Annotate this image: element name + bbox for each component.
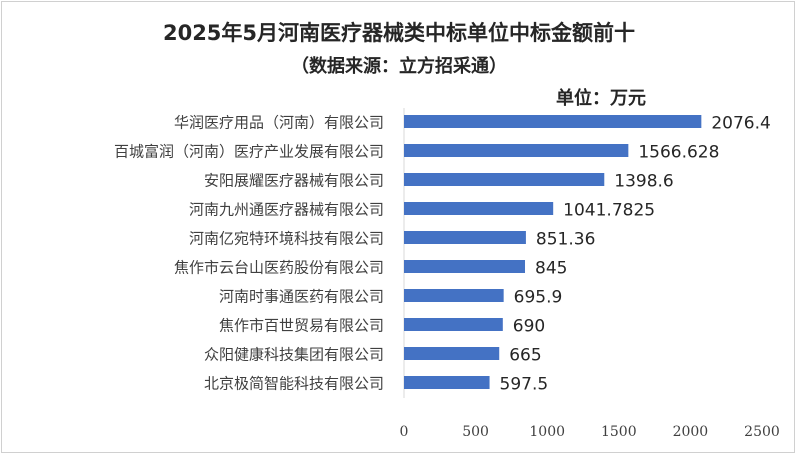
data-label: 851.36	[536, 230, 595, 250]
data-label: 2076.4	[711, 114, 770, 134]
category-label: 众阳健康科技集团有限公司	[204, 346, 384, 364]
category-label: 北京极简智能科技有限公司	[204, 375, 384, 393]
x-tick-label: 1000	[529, 424, 565, 440]
unit-label: 单位：万元	[556, 88, 646, 109]
bar	[404, 260, 526, 273]
category-label: 焦作市云台山医药股份有限公司	[174, 259, 384, 277]
data-label: 695.9	[514, 288, 563, 308]
x-tick-label: 2500	[744, 424, 780, 440]
bar	[404, 347, 500, 360]
chart-title: 2025年5月河南医疗器械类中标单位中标金额前十	[162, 21, 636, 45]
bar	[404, 173, 605, 186]
x-tick-label: 2000	[673, 424, 709, 440]
category-label: 河南九州通医疗器械有限公司	[189, 201, 384, 219]
bar	[404, 376, 490, 389]
category-label: 安阳展耀医疗器械有限公司	[204, 172, 384, 190]
category-label: 焦作市百世贸易有限公司	[219, 317, 384, 335]
data-label: 597.5	[500, 375, 549, 395]
data-label: 1398.6	[614, 172, 673, 192]
x-tick-label: 500	[462, 424, 489, 440]
category-label: 华润医疗用品（河南）有限公司	[174, 114, 384, 132]
data-label: 690	[513, 317, 545, 337]
bar	[404, 202, 554, 215]
data-label: 1566.628	[638, 143, 719, 163]
x-tick-label: 0	[400, 424, 409, 440]
chart-subtitle: （数据来源：立方招采通）	[291, 56, 507, 77]
category-label: 百城富润（河南）医疗产业发展有限公司	[114, 143, 384, 161]
bar	[404, 318, 503, 331]
data-label: 1041.7825	[563, 201, 655, 221]
data-label: 845	[535, 259, 567, 279]
bar	[404, 144, 629, 157]
category-label: 河南亿宛特环境科技有限公司	[189, 230, 384, 248]
bar	[404, 231, 526, 244]
data-label: 665	[509, 346, 541, 366]
x-tick-label: 1500	[601, 424, 637, 440]
bar	[404, 289, 504, 302]
category-label: 河南时事通医药有限公司	[219, 288, 384, 306]
bar	[404, 115, 702, 128]
